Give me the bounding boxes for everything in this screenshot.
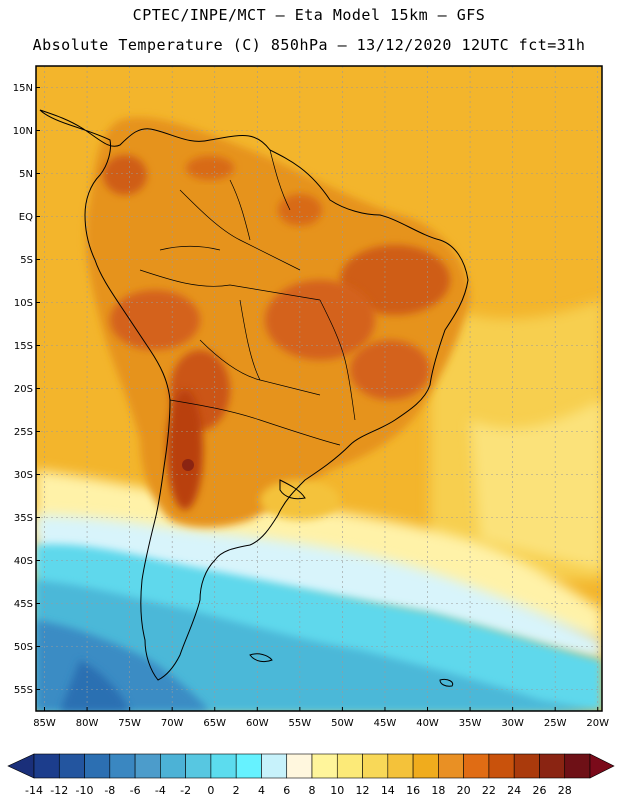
lon-label-75w: 75W [118,718,141,729]
coastline [39,109,469,687]
colorbar-label: 10 [330,784,344,797]
lon-label-25w: 25W [544,718,567,729]
colorbar-swatch [261,753,288,779]
colorbar-min-arrow [7,753,35,779]
colorbar-label: 20 [457,784,471,797]
colorbar-label: -10 [76,784,94,797]
colorbar-swatch [235,753,262,779]
colorbar-swatch [539,753,566,779]
colorbar-label: -8 [104,784,115,797]
colorbar-label: 28 [558,784,572,797]
graticule [36,66,602,711]
colorbar-swatch [84,753,111,779]
lon-label-45w: 45W [374,718,397,729]
country-borders [139,149,356,446]
lon-label-20w: 20W [586,718,609,729]
lon-label-55w: 55W [289,718,312,729]
colorbar-swatch [109,753,136,779]
lat-label-20s: 20S [14,384,33,395]
lat-label-eq: EQ [19,212,33,223]
colorbar: -14 -12 -10 -8 -6 -4 -2 0 2 4 6 8 10 12 14 16 18 20 22 24 26… [7,753,615,797]
lat-label-15s: 15S [14,341,33,352]
lon-label-30w: 30W [501,718,524,729]
lon-label-60w: 60W [246,718,269,729]
colorbar-label: -12 [50,784,68,797]
colorbar-label: -6 [130,784,141,797]
colorbar-label: -2 [180,784,191,797]
colorbar-swatch [438,753,464,779]
colorbar-label: 22 [482,784,496,797]
colorbar-swatch [58,753,85,779]
lat-label-30s: 30S [14,470,33,481]
lon-label-65w: 65W [203,718,226,729]
colorbar-label: 6 [283,784,290,797]
colorbar-swatch [387,753,414,779]
colorbar-label: 14 [381,784,395,797]
lon-label-35w: 35W [459,718,482,729]
lat-label-10s: 10S [14,298,33,309]
map-title-line-1: CPTEC/INPE/MCT – Eta Model 15km – GFS [132,6,486,24]
colorbar-swatch [488,753,515,779]
lat-label-15n: 15N [13,83,33,94]
lon-label-50w: 50W [331,718,354,729]
lat-label-40s: 40S [14,556,33,567]
lat-label-25s: 25S [14,427,33,438]
latitude-labels: 15N 10N 5N EQ 5S 10S 15S 20S 25S 30S 35S 40S 45S 50S 5… [13,83,40,696]
colorbar-swatch [336,753,363,779]
lon-label-80w: 80W [76,718,99,729]
colorbar-swatch [210,753,237,779]
lat-label-50s: 50S [14,642,33,653]
colorbar-swatch [160,753,186,779]
colorbar-swatch [33,753,60,779]
lat-label-55s: 55S [14,685,33,696]
colorbar-swatch [362,753,389,779]
colorbar-swatch [412,753,439,779]
colorbar-label: 24 [507,784,521,797]
colorbar-label: 18 [431,784,445,797]
colorbar-swatch [185,753,212,779]
colorbar-label: 2 [233,784,240,797]
colorbar-label: 8 [309,784,316,797]
colorbar-swatch [286,753,313,779]
colorbar-swatch [311,753,338,779]
lat-label-45s: 45S [14,599,33,610]
lat-label-10n: 10N [13,126,33,137]
colorbar-swatch [513,753,540,779]
longitude-labels: 85W 80W 75W 70W 65W 60W 55W 50W 45W 40W 35W 30W 25W 2… [33,707,609,729]
lat-label-35s: 35S [14,513,33,524]
colorbar-label: -4 [155,784,166,797]
colorbar-label: 12 [356,784,370,797]
colorbar-swatch [564,753,591,779]
colorbar-label: 16 [406,784,420,797]
colorbar-label: 26 [532,784,546,797]
lat-label-5n: 5N [19,169,33,180]
lon-label-70w: 70W [161,718,184,729]
lon-label-85w: 85W [33,718,56,729]
colorbar-label: -14 [25,784,43,797]
colorbar-swatch [463,753,490,779]
colorbar-swatch [134,753,161,779]
lat-label-5s: 5S [20,255,33,266]
colorbar-label: 4 [258,784,265,797]
colorbar-max-arrow [589,753,615,779]
lon-label-40w: 40W [416,718,439,729]
map-title-line-2: Absolute Temperature (C) 850hPa – 13/12/… [32,36,586,54]
colorbar-label: 0 [207,784,214,797]
